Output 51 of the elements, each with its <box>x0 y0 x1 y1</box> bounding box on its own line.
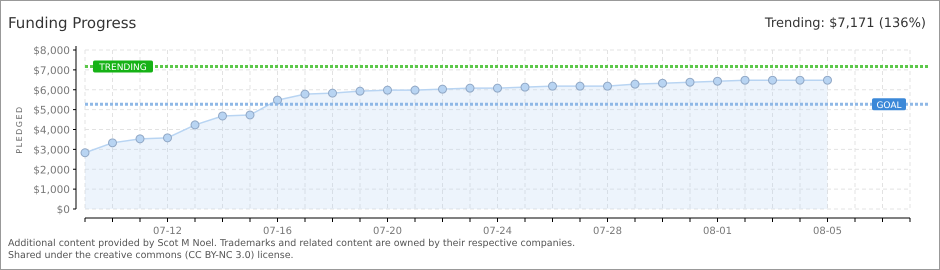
x-tick-label: 07-24 <box>482 226 512 237</box>
point <box>740 76 750 85</box>
point <box>300 90 310 99</box>
point <box>630 80 640 89</box>
y-tick-label: $4,000 <box>33 124 70 136</box>
point <box>548 82 557 91</box>
y-tick-label: $5,000 <box>33 104 70 117</box>
text: Trending: $7,171 (136%) <box>764 16 926 31</box>
y-tick-label: $0 <box>56 204 70 216</box>
point <box>576 82 584 91</box>
point <box>658 78 667 88</box>
point <box>466 84 474 93</box>
y-tick-label: $3,000 <box>33 144 70 156</box>
y-axis-title: PLEDGED <box>15 105 24 154</box>
point <box>410 86 420 95</box>
point <box>823 76 832 85</box>
point <box>493 84 502 93</box>
text: Additional content provided by Scot M Noel. Trademarks and related content are owned by their respective companies. <box>8 238 576 249</box>
point <box>80 148 90 158</box>
point <box>136 134 144 144</box>
point <box>520 82 530 92</box>
point <box>218 111 227 120</box>
y-tick-label: $1,000 <box>33 184 70 196</box>
x-tick-label: 07-16 <box>262 226 292 237</box>
point <box>273 96 282 105</box>
point <box>796 76 804 85</box>
y-tick-label: $8,000 <box>33 45 70 57</box>
point <box>163 133 172 142</box>
ref-line-label: TRENDING <box>98 62 147 73</box>
x-tick-label: 07-20 <box>372 226 402 237</box>
y-tick-label: $6,000 <box>33 84 70 97</box>
ref-line-label: GOAL <box>876 100 902 111</box>
point <box>190 120 200 130</box>
x-tick-label: 07-28 <box>592 226 622 237</box>
x-tick-label: 08-01 <box>702 226 732 237</box>
y-tick-label: $2,000 <box>33 164 70 176</box>
y-tick-label: $7,000 <box>33 64 70 77</box>
point <box>246 110 254 120</box>
point <box>713 76 722 86</box>
point <box>108 138 117 148</box>
point <box>328 88 337 98</box>
point <box>383 86 392 95</box>
point <box>356 86 364 96</box>
chart-title: Funding Progress <box>8 14 137 32</box>
point <box>768 76 777 85</box>
text: Shared under the creative commons (CC BY-NC 3.0) license. <box>8 250 294 261</box>
point <box>438 84 447 94</box>
point <box>686 78 694 87</box>
point <box>603 82 612 91</box>
x-tick-label: 07-12 <box>152 226 182 237</box>
x-tick-label: 08-05 <box>812 226 842 237</box>
